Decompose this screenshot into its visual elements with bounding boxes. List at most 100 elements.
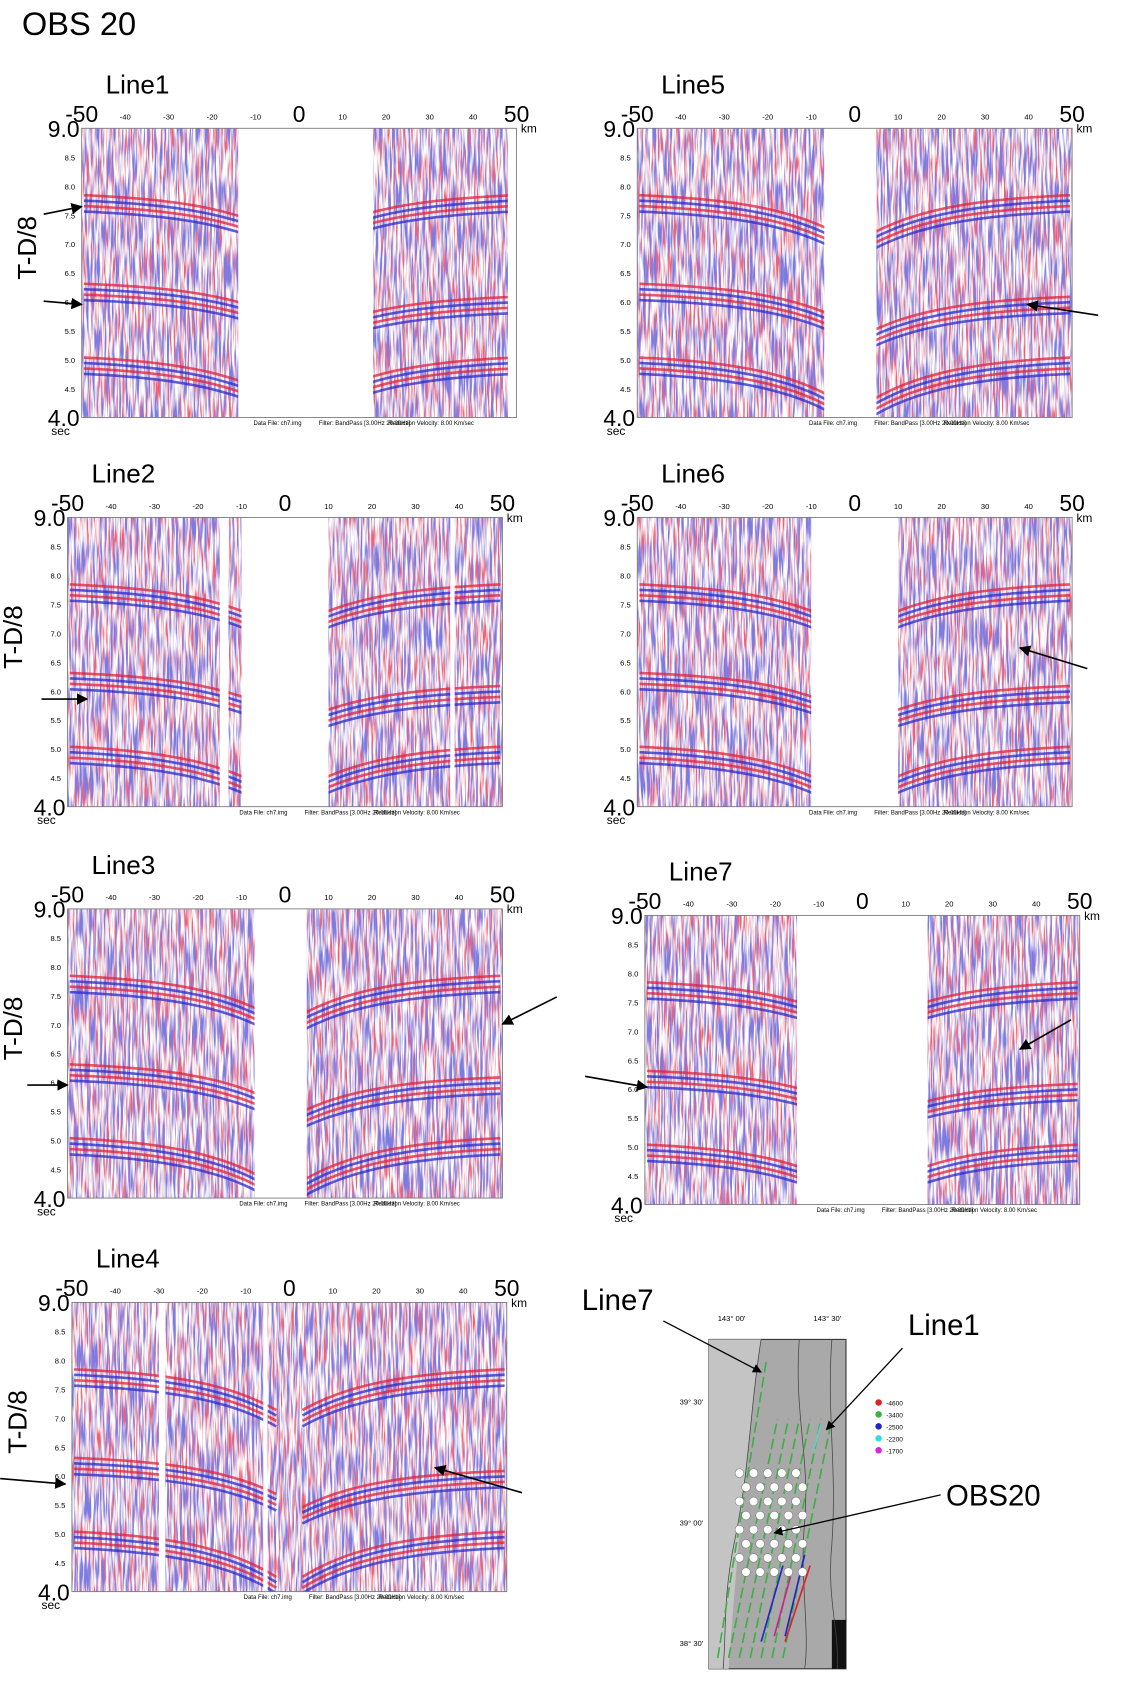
reflection-band	[297, 588, 501, 632]
x-tick-label-minor: 10	[894, 113, 902, 122]
x-tick-label-major: 0	[283, 1275, 296, 1301]
survey-line	[773, 1576, 792, 1637]
x-unit: km	[507, 902, 523, 916]
reflection-band	[69, 761, 272, 807]
reflection-band	[301, 1485, 505, 1525]
reflection-band	[639, 671, 843, 711]
y-tick-label-minor: 6.5	[50, 1050, 61, 1059]
y-tick-label-minor: 4.5	[620, 774, 631, 783]
reflection-band	[297, 1081, 501, 1121]
y-tick-label-minor: 6.0	[620, 687, 631, 696]
reflection-band	[74, 1378, 277, 1423]
y-tick-label-minor: 7.5	[50, 601, 61, 610]
plot-frame	[81, 127, 518, 418]
reflection-band	[69, 756, 273, 805]
obs-station	[763, 1553, 773, 1563]
panel-label: Line6	[661, 459, 725, 489]
reflection-band	[639, 588, 843, 632]
reflection-band	[297, 690, 501, 729]
obs-station	[755, 1510, 765, 1521]
y-tick-label-minor: 7.5	[620, 601, 631, 610]
y-tick-label-minor: 7.5	[620, 211, 631, 220]
y-unit: sec	[607, 424, 626, 438]
obs-station	[769, 1539, 779, 1549]
reflection-band	[298, 761, 501, 807]
reflection-band	[297, 1142, 501, 1190]
reflection-band	[69, 979, 273, 1024]
y-tick-label-major: 9.0	[34, 505, 66, 531]
obs-station	[755, 1539, 765, 1549]
y-axis-title: T-D/8	[2, 1390, 32, 1454]
data-gap	[824, 127, 877, 419]
reflection-band	[867, 367, 1071, 415]
reflection-band	[69, 750, 273, 799]
reflection-band	[298, 1153, 501, 1199]
x-tick-label-major: 50	[490, 490, 515, 516]
reflection-band	[301, 1541, 505, 1589]
x-tick-label-major: -50	[628, 888, 661, 914]
survey-line	[760, 1418, 811, 1659]
reflection-band	[867, 204, 1070, 248]
survey-line	[760, 1565, 784, 1642]
y-tick-label-minor: 6.5	[628, 1056, 639, 1065]
contour	[722, 1339, 762, 1669]
legend-label: -2200	[886, 1437, 903, 1444]
obs-station	[777, 1496, 787, 1507]
reflection-band	[297, 599, 501, 643]
x-tick-label-minor: 30	[416, 1287, 424, 1296]
x-tick-label-major: 0	[293, 101, 306, 127]
data-gap	[811, 516, 899, 808]
y-tick-label-minor: 7.5	[50, 992, 61, 1001]
obs-station	[734, 1525, 745, 1535]
reflections	[639, 583, 1071, 807]
survey-line	[716, 1358, 768, 1659]
y-unit: sec	[614, 1211, 633, 1225]
x-tick-label-major: 50	[1059, 490, 1084, 516]
plot-frame	[636, 517, 1073, 808]
y-tick-label-minor: 5.0	[628, 1143, 639, 1152]
x-unit: km	[1076, 122, 1092, 136]
footer-note: Filter: BandPass [3.00Hz 20.00Hz]	[305, 1202, 397, 1208]
location-map: 143° 00' 143° 30' 39° 30' 39° 00' 38° 30' -46…	[582, 1284, 1041, 1670]
obs-station	[748, 1496, 759, 1507]
obs-station	[783, 1482, 793, 1492]
reflection-band	[74, 1530, 277, 1579]
x-tick-label-minor: -20	[770, 900, 781, 909]
callout-arrow	[663, 1320, 763, 1373]
reflection-band	[69, 745, 273, 794]
obs-station	[797, 1510, 808, 1521]
x-tick-label-major: -50	[621, 101, 654, 127]
reflections	[69, 974, 501, 1199]
reflection-band	[297, 695, 501, 735]
x-tick-label-minor: -10	[236, 893, 247, 902]
reflection-band	[69, 594, 273, 638]
footer-note: Filter: BandPass [3.00Hz 20.00Hz]	[874, 421, 966, 427]
footer-note: Reduction Velocity: 8.00 Km/sec	[388, 421, 474, 427]
reflection-band	[297, 1147, 501, 1196]
y-tick-label-minor: 6.0	[628, 1085, 639, 1094]
survey-line	[784, 1565, 811, 1642]
arrow	[43, 202, 83, 215]
y-tick-label-minor: 6.0	[55, 1472, 66, 1481]
y-tick-label-minor: 7.5	[65, 211, 76, 220]
obs-station	[741, 1510, 751, 1521]
x-tick-label-major: -50	[51, 881, 84, 907]
obs-station	[755, 1567, 765, 1577]
y-tick-label-minor: 8.5	[628, 941, 639, 950]
reflection-band	[74, 1472, 277, 1512]
data-gap	[238, 127, 374, 419]
reflection-band	[639, 361, 843, 410]
y-tick-label-minor: 5.0	[620, 745, 631, 754]
reflection-band	[639, 356, 843, 404]
reflection-band	[867, 594, 1070, 638]
legend-label: -1700	[886, 1449, 903, 1456]
plot-frame	[71, 1302, 508, 1593]
lon-label: 143° 30'	[813, 1314, 841, 1323]
reflection-band	[69, 583, 273, 627]
footer-note: Reduction Velocity: 8.00 Km/sec	[944, 421, 1030, 427]
obs-station	[783, 1539, 793, 1549]
x-tick-label-minor: 40	[1032, 900, 1040, 909]
x-tick-label-minor: 30	[989, 900, 997, 909]
y-unit: sec	[37, 1204, 56, 1218]
